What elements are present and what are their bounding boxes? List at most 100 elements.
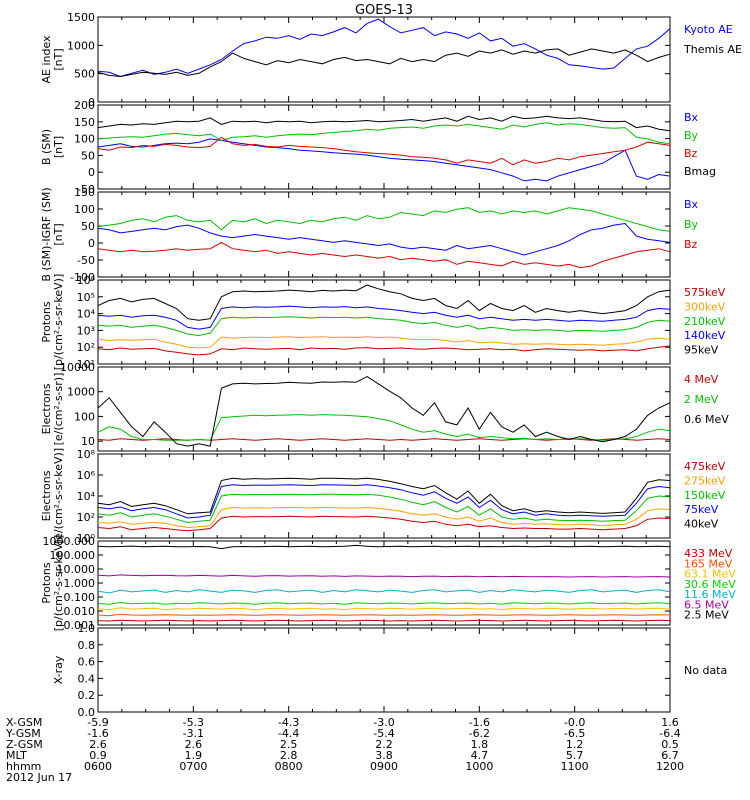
panel-protons_low: 10¹ 10² 10³ 10⁴ 10⁵ 10⁶ Protons[p/(cm²-s-sr-ke… [40, 274, 726, 371]
series-line-75kev [97, 484, 671, 519]
xaxis-value-z-gsm: 2.6 [185, 738, 203, 751]
ylabel-line: B (SM)-IGRF (SM) [40, 187, 53, 281]
series-line-30-6-mev [97, 601, 671, 605]
series-line-2-mev [97, 414, 671, 441]
ylabel-line: Electrons [40, 470, 53, 521]
xaxis-row-label: hhmm [6, 760, 41, 773]
ylabel-line: [nT] [52, 223, 65, 245]
ylabel: Protons[p/(cm²-s-sr-keV)] [40, 535, 65, 632]
xaxis-value-y-gsm: -3.1 [183, 727, 204, 740]
xaxis-row-label: Y-GSM [5, 727, 41, 740]
legend-bx: Bx [684, 198, 699, 211]
ytick-label: 50 [81, 149, 95, 162]
series-line-2-5-mev [97, 544, 671, 550]
ytick-label: 1.0 [78, 622, 96, 635]
ytick-label: 10⁴ [77, 308, 96, 321]
legend-11-6-mev: 11.6 MeV [684, 588, 736, 601]
ytick-label: 10⁰ [77, 532, 96, 545]
xaxis-value-y-gsm: -1.6 [87, 727, 108, 740]
ytick-label: 100.000 [50, 549, 96, 562]
xaxis-value-z-gsm: 2.5 [280, 738, 298, 751]
ytick-label: 10⁵ [77, 291, 95, 304]
ytick-label: 0.001 [64, 619, 96, 632]
panel-frame [97, 627, 671, 713]
ytick-label: 200 [74, 99, 95, 112]
xaxis-value-y-gsm: -6.5 [564, 727, 585, 740]
xaxis-value-z-gsm: 1.8 [471, 738, 489, 751]
xaxis-value-hhmm: 0800 [275, 760, 303, 773]
ytick-label: 0 [88, 166, 95, 179]
legend-275kev: 275keV [684, 474, 726, 487]
legend-40kev: 40keV [684, 518, 719, 531]
ytick-label: -50 [77, 254, 95, 267]
legend-433-mev: 433 MeV [684, 547, 733, 560]
ylabel-line: Protons [40, 301, 53, 342]
series-line-bx [97, 222, 671, 256]
panel-frame [97, 104, 671, 190]
ytick-label: -50 [77, 183, 95, 196]
xaxis-value-x-gsm: -5.3 [183, 716, 204, 729]
ylabel: X-ray [52, 655, 65, 684]
series-line-165-mev [97, 613, 671, 617]
legend-95kev: 95keV [684, 344, 719, 357]
ytick-label: 10.000 [57, 563, 96, 576]
ytick-label: 100 [74, 410, 95, 423]
series-line-210kev [97, 316, 671, 337]
series-line-63-1-mev [97, 607, 671, 611]
legend-6-5-mev: 6.5 MeV [684, 598, 729, 611]
series-line-6-5-mev [97, 574, 671, 578]
legend-210kev: 210keV [684, 315, 726, 328]
xaxis-value-hhmm: 0900 [370, 760, 398, 773]
ylabel-line: X-ray [52, 655, 65, 684]
xaxis-value-mlt: 4.7 [471, 749, 489, 762]
ylabel-line: [e/(cm²-s-sr)] [52, 373, 65, 446]
ytick-label: 50 [81, 220, 95, 233]
xaxis-value-z-gsm: 2.2 [375, 738, 393, 751]
ytick-label: 0.8 [78, 639, 96, 652]
xaxis-value-x-gsm: -4.3 [278, 716, 299, 729]
panel-protons_high: 0.0010.0100.1001.00010.000100.0001000.00… [40, 535, 736, 632]
ytick-label: 10³ [77, 324, 95, 337]
series-line-40kev [97, 477, 671, 515]
xaxis-row-label: 2012 Jun 17 [6, 771, 72, 784]
legend-2-mev: 2 MeV [684, 393, 719, 406]
ytick-label: 0 [88, 96, 95, 109]
ylabel-line: [nT] [52, 136, 65, 158]
legend-by: By [684, 218, 699, 231]
panel-frame [97, 279, 671, 365]
legend-bx: Bx [684, 111, 699, 124]
panel-frame [97, 16, 671, 103]
ytick-label: 100 [74, 203, 95, 216]
ytick-label: 0.0 [78, 706, 96, 719]
series-line-kyoto-ae [97, 18, 671, 78]
legend-bz: Bz [684, 147, 698, 160]
series-line-275kev [97, 506, 671, 529]
legend-75kev: 75keV [684, 503, 719, 516]
legend-30-6-mev: 30.6 MeV [684, 578, 736, 591]
ytick-label: 10² [77, 341, 95, 354]
xaxis-value-z-gsm: 0.5 [661, 738, 679, 751]
ytick-label: 100 [74, 133, 95, 146]
ytick-label: 10 [81, 435, 95, 448]
series-line-95kev [97, 284, 671, 321]
ytick-label: 1000.000 [43, 535, 96, 548]
ylabel: Protons[p/(cm²-s-sr-keV)] [40, 274, 65, 371]
ytick-label: 1.000 [64, 577, 96, 590]
ytick-label: 0.4 [78, 672, 96, 685]
xaxis-value-y-gsm: -6.2 [469, 727, 490, 740]
ylabel-line: [nT] [52, 48, 65, 70]
xaxis-value-hhmm: 0700 [179, 760, 207, 773]
xaxis-value-x-gsm: -5.9 [87, 716, 108, 729]
series-line-475kev [97, 515, 671, 532]
ylabel-line: Protons [40, 562, 53, 603]
xaxis-value-hhmm: 1000 [465, 760, 493, 773]
series-line-bmag [97, 115, 671, 132]
legend-575kev: 575keV [684, 286, 726, 299]
legend-themis-ae: Themis AE [683, 43, 742, 56]
xaxis-row-label: MLT [6, 749, 27, 762]
ytick-label: 0 [88, 237, 95, 250]
legend-0-6-mev: 0.6 MeV [684, 413, 729, 426]
ylabel-line: [e/(cm²-s-sr-keV)] [52, 448, 65, 544]
xaxis-value-mlt: 5.7 [566, 749, 584, 762]
